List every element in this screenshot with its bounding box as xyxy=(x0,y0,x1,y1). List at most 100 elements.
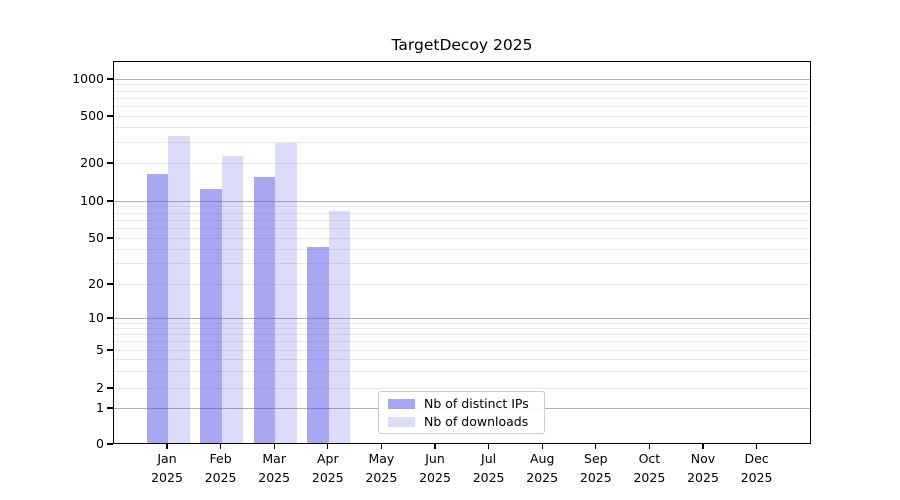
y-gridline-minor xyxy=(114,283,810,285)
y-tick-label: 2 xyxy=(96,380,104,395)
x-tick-label-year: 2025 xyxy=(204,469,237,485)
y-tick-mark xyxy=(107,283,113,285)
y-gridline-minor xyxy=(114,370,810,372)
x-tick-mark xyxy=(434,444,436,449)
x-tick-label-month: Mar xyxy=(262,451,286,466)
x-tick-label: Jun 2025 xyxy=(403,450,467,487)
y-tick-label: 1000 xyxy=(72,71,104,86)
x-tick-label: Oct 2025 xyxy=(617,450,681,487)
y-tick-label: 100 xyxy=(80,193,104,208)
x-tick-label: Aug 2025 xyxy=(510,450,574,487)
y-gridline-minor xyxy=(114,127,810,129)
y-gridline-minor xyxy=(114,106,810,108)
legend-label-ips: Nb of distinct IPs xyxy=(424,396,529,411)
y-gridline-minor xyxy=(114,162,810,164)
y-gridline-minor xyxy=(114,249,810,250)
y-tick-mark xyxy=(107,237,113,239)
y-tick-mark xyxy=(107,387,113,389)
y-tick-mark xyxy=(107,115,113,117)
y-gridline-minor xyxy=(114,349,810,351)
y-tick-label: 5 xyxy=(96,342,104,357)
bar-distinct-ips-mar xyxy=(253,177,276,443)
y-tick-mark xyxy=(107,162,113,164)
x-tick-label-month: Oct xyxy=(638,451,661,466)
y-gridline-minor xyxy=(114,237,810,239)
y-tick-mark xyxy=(107,78,113,80)
y-gridline-minor xyxy=(114,142,810,143)
legend-item-downloads: Nb of downloads xyxy=(379,414,544,429)
y-tick-label: 500 xyxy=(80,108,104,123)
x-tick-label: May 2025 xyxy=(349,450,413,487)
bar-downloads-feb xyxy=(221,155,244,443)
legend: Nb of distinct IPs Nb of downloads xyxy=(378,391,545,434)
bar-downloads-jan xyxy=(168,135,190,443)
y-gridline-minor xyxy=(114,328,810,330)
x-tick-mark xyxy=(702,444,704,449)
y-gridline-major xyxy=(114,317,810,319)
x-tick-label-month: Jun xyxy=(425,451,445,466)
y-tick-mark xyxy=(107,317,113,319)
x-tick-label: Jan 2025 xyxy=(135,450,199,487)
x-tick-mark xyxy=(488,444,490,449)
x-tick-mark xyxy=(220,444,222,449)
legend-item-distinct-ips: Nb of distinct IPs xyxy=(379,396,544,411)
x-tick-label-year: 2025 xyxy=(258,469,291,485)
y-tick-label: 50 xyxy=(88,230,104,245)
y-gridline-minor xyxy=(114,322,810,324)
y-gridline-major xyxy=(114,78,810,80)
x-tick-label-year: 2025 xyxy=(633,469,666,485)
y-tick-label: 20 xyxy=(88,276,104,291)
legend-swatch-downloads-icon xyxy=(388,416,415,427)
y-gridline-minor xyxy=(114,90,810,92)
y-gridline-minor xyxy=(114,115,810,117)
x-tick-mark xyxy=(166,444,168,449)
y-gridline-minor xyxy=(114,341,810,343)
x-tick-mark xyxy=(273,444,275,449)
bar-distinct-ips-jan xyxy=(146,174,168,443)
y-gridline-minor xyxy=(114,387,810,389)
x-tick-label-month: Dec xyxy=(744,451,769,466)
x-tick-label-month: Sep xyxy=(584,451,608,466)
y-tick-label: 1 xyxy=(96,400,104,415)
x-tick-label-month: Feb xyxy=(209,451,232,466)
y-gridline-minor xyxy=(114,219,810,221)
bar-downloads-mar xyxy=(275,142,297,443)
x-tick-label: Dec 2025 xyxy=(725,450,789,487)
y-tick-mark xyxy=(107,407,113,409)
x-tick-label-month: Aug xyxy=(529,451,555,466)
x-tick-label-year: 2025 xyxy=(579,469,612,485)
x-tick-label-year: 2025 xyxy=(526,469,559,485)
bar-distinct-ips-apr xyxy=(307,246,329,443)
y-tick-label: 10 xyxy=(88,310,104,325)
bar-distinct-ips-feb xyxy=(200,188,222,443)
x-tick-label-month: Jul xyxy=(481,451,497,466)
x-tick-label: Feb 2025 xyxy=(189,450,253,487)
y-tick-label: 0 xyxy=(96,436,104,451)
chart-title: TargetDecoy 2025 xyxy=(391,36,533,54)
x-tick-label-year: 2025 xyxy=(472,469,505,485)
y-tick-label: 200 xyxy=(80,155,104,170)
x-tick-mark xyxy=(756,444,758,449)
x-tick-mark xyxy=(327,444,329,449)
x-tick-label-month: Jan xyxy=(157,451,177,466)
y-gridline-major xyxy=(114,200,810,202)
x-tick-label: Jul 2025 xyxy=(457,450,521,487)
y-gridline-minor xyxy=(114,359,810,361)
y-gridline-minor xyxy=(114,334,810,336)
legend-swatch-ips-icon xyxy=(388,398,415,409)
x-tick-label-year: 2025 xyxy=(151,469,183,485)
y-tick-mark xyxy=(107,349,113,351)
x-tick-label: Mar 2025 xyxy=(242,450,306,487)
x-tick-label-month: Apr xyxy=(316,451,339,466)
x-tick-label-year: 2025 xyxy=(740,469,773,485)
y-gridline-minor xyxy=(114,212,810,214)
x-tick-mark xyxy=(595,444,597,449)
y-gridline-minor xyxy=(114,263,810,265)
x-tick-mark xyxy=(648,444,650,449)
bar-downloads-apr xyxy=(328,211,351,443)
plot-area xyxy=(113,61,811,444)
x-tick-label: Apr 2025 xyxy=(296,450,360,487)
y-tick-mark xyxy=(107,443,113,445)
y-gridline-minor xyxy=(114,84,810,86)
